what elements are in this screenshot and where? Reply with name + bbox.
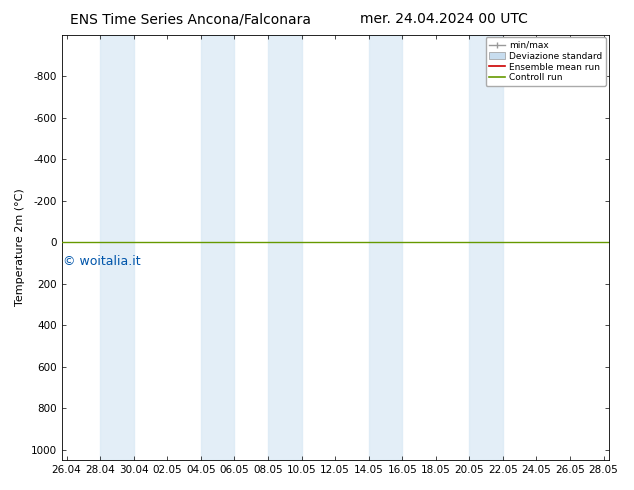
- Text: ENS Time Series Ancona/Falconara: ENS Time Series Ancona/Falconara: [70, 12, 311, 26]
- Bar: [469, 35, 503, 460]
- Text: mer. 24.04.2024 00 UTC: mer. 24.04.2024 00 UTC: [360, 12, 527, 26]
- Bar: [201, 35, 235, 460]
- Bar: [268, 35, 302, 460]
- Text: © woitalia.it: © woitalia.it: [63, 255, 141, 268]
- Legend: min/max, Deviazione standard, Ensemble mean run, Controll run: min/max, Deviazione standard, Ensemble m…: [486, 37, 606, 86]
- Bar: [100, 35, 134, 460]
- Y-axis label: Temperature 2m (°C): Temperature 2m (°C): [15, 189, 25, 306]
- Bar: [368, 35, 402, 460]
